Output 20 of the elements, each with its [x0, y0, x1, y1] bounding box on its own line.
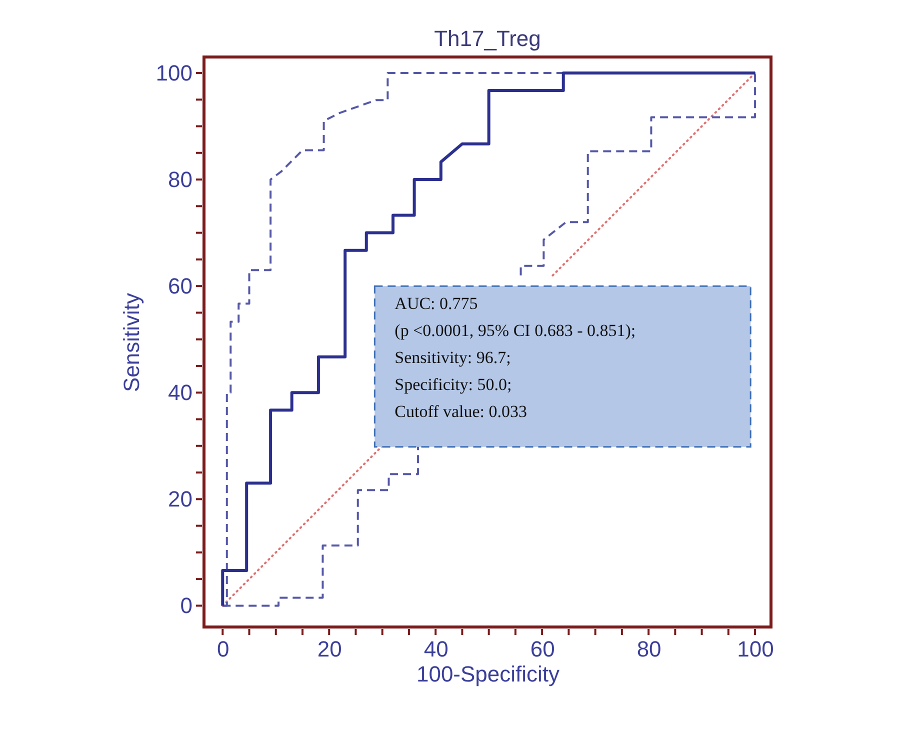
x-axis-title: 100-Specificity [416, 662, 560, 686]
annotation: Sensitivity: 96.7; [394, 348, 511, 368]
y-tick-label: 40 [168, 380, 192, 406]
y-axis-title: Sensitivity [118, 292, 144, 392]
y-tick-label: 100 [156, 60, 192, 86]
y-tick-label: 20 [168, 486, 192, 512]
annotation: Cutoff value: 0.033 [394, 402, 528, 422]
x-tick-label: 40 [424, 636, 448, 662]
annotation: AUC: 0.775 [394, 294, 478, 314]
x-tick-label: 60 [530, 636, 555, 662]
annotation: (p <0.0001, 95% CI 0.683 - 0.851); [394, 321, 636, 340]
x-tick-label: 0 [217, 636, 230, 662]
chart-title: Th17_Treg [434, 26, 541, 51]
y-tick-label: 80 [168, 167, 192, 192]
x-tick-label: 20 [317, 636, 342, 662]
y-tick-label: 0 [180, 593, 192, 618]
x-tick-label: 100 [737, 636, 774, 662]
annotation: Specificity: 50.0; [394, 375, 512, 394]
y-tick-label: 60 [168, 274, 192, 299]
x-tick-label: 80 [636, 636, 662, 662]
